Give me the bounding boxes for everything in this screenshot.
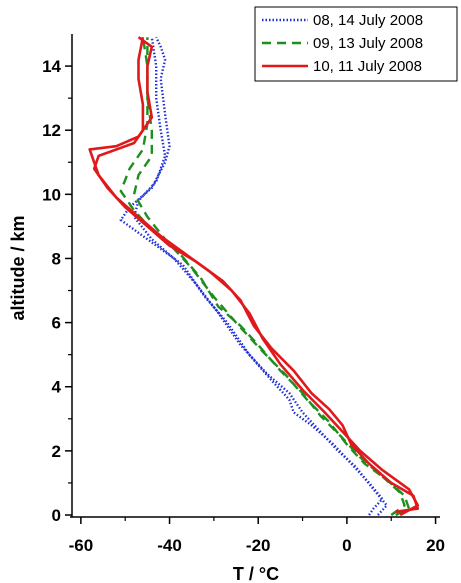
series-line <box>88 36 420 517</box>
series-line <box>92 36 420 514</box>
x-tick-label: -40 <box>157 536 182 555</box>
y-tick-label: 8 <box>52 249 61 268</box>
y-tick-label: 0 <box>52 506 61 525</box>
y-tick-label: 14 <box>42 57 61 76</box>
plot-lines <box>88 36 420 517</box>
series-1 <box>119 36 388 516</box>
x-tick-label: 0 <box>342 536 351 555</box>
series-line <box>132 37 388 516</box>
series-line <box>119 37 406 516</box>
legend-label: 10, 11 July 2008 <box>313 58 422 75</box>
legend-label: 09, 13 July 2008 <box>313 35 423 52</box>
x-tick-label: 20 <box>426 536 445 555</box>
series-line <box>119 36 384 516</box>
y-axis-ticks: 0 2 4 6 8 10 12 14 <box>42 57 72 525</box>
x-axis-label: T / °C <box>233 564 279 583</box>
series-3 <box>88 36 420 517</box>
legend: 08, 14 July 2008 09, 13 July 2008 10, 11 J… <box>254 6 458 82</box>
y-tick-label: 4 <box>52 378 62 397</box>
legend-box <box>254 6 458 82</box>
y-tick-label: 12 <box>42 121 61 140</box>
y-tick-label: 10 <box>42 185 61 204</box>
y-tick-label: 2 <box>52 442 61 461</box>
x-axis-ticks: -60 -40 -20 0 20 <box>69 517 445 555</box>
y-tick-label: 6 <box>52 314 61 333</box>
x-tick-label: -60 <box>69 536 94 555</box>
legend-label: 08, 14 July 2008 <box>313 12 423 29</box>
y-axis-label: altitude / km <box>8 215 28 320</box>
series-2 <box>119 37 411 517</box>
x-tick-label: -20 <box>246 536 271 555</box>
series-line <box>132 37 411 517</box>
